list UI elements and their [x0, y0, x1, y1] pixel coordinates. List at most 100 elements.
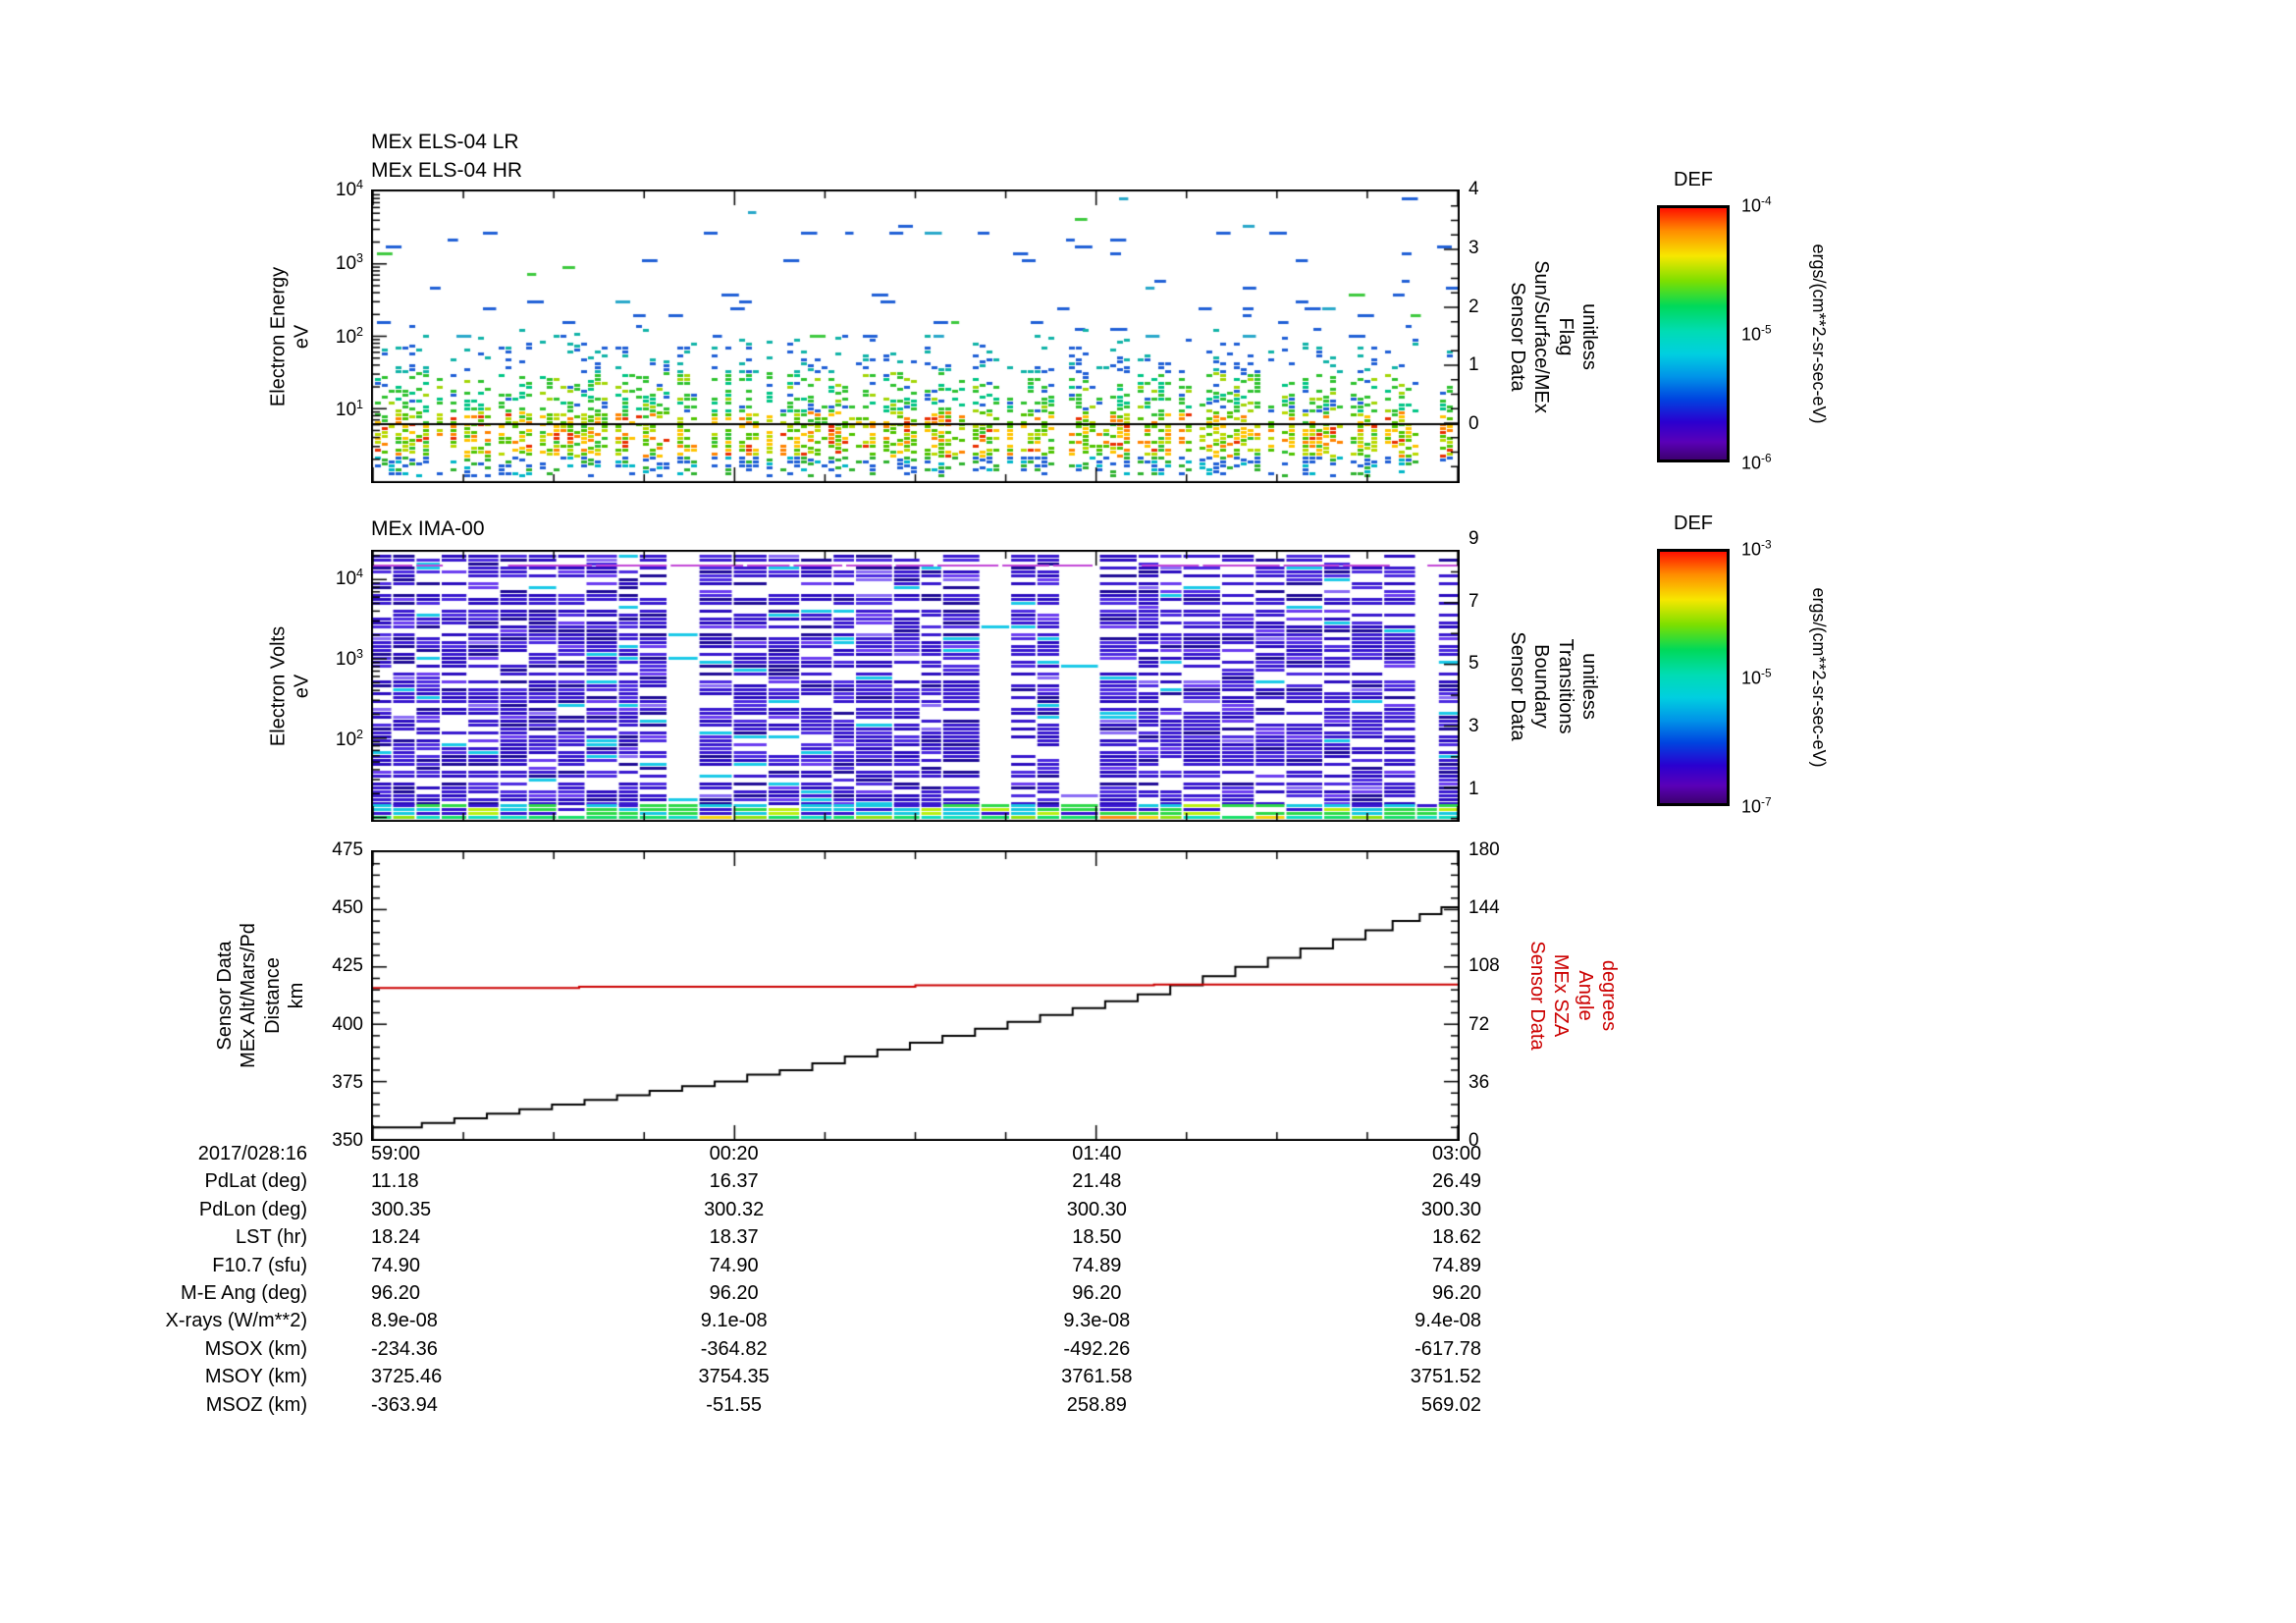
table-cell: 18.37 [709, 1226, 759, 1249]
alt-right-tick-label: 36 [1468, 1071, 1490, 1093]
alt-y-tick-label: 400 [332, 1013, 363, 1035]
colorbar-title: DEF [1674, 169, 1713, 190]
altitude-sza-plot-canvas [371, 850, 1460, 1141]
els-right-tick-label: 3 [1468, 237, 1479, 258]
ima-y-tick-label: 102 [335, 727, 363, 750]
table-row-label: MSOZ (km) [205, 1393, 307, 1416]
table-cell: -51.55 [706, 1393, 763, 1416]
table-cell: 300.30 [1066, 1198, 1127, 1220]
els-title-line-1: MEx ELS-04 LR [371, 131, 519, 153]
table-cell: 74.89 [1072, 1254, 1122, 1276]
alt-right-tick-label: 72 [1468, 1013, 1490, 1035]
ima-right-tick-label: 7 [1468, 590, 1479, 612]
table-cell: 74.89 [1431, 1254, 1481, 1276]
table-row-label: MSOY (km) [204, 1366, 307, 1388]
table-cell: 74.90 [371, 1254, 421, 1276]
table-cell: 11.18 [371, 1170, 419, 1193]
alt-right-tick-label: 180 [1468, 839, 1500, 860]
els-y-axis-label: Electron Energy eV [267, 266, 315, 406]
table-row-label: X-rays (W/m**2) [165, 1310, 307, 1332]
ima-right-axis-label: unitless Transitions Boundary Sensor Data [1505, 631, 1601, 740]
colorbar-tick-label: 10-6 [1741, 451, 1772, 473]
els-title-line-2: MEx ELS-04 HR [371, 159, 523, 182]
colorbar-gradient [1660, 552, 1727, 803]
colorbar-tick-label: 10-4 [1741, 193, 1772, 216]
alt-y-tick-label: 425 [332, 955, 363, 977]
label-line: ergs/(cm**2-sr-sec-eV) [1808, 243, 1829, 424]
table-cell: -364.82 [700, 1337, 768, 1360]
label-line: Sensor Data [1506, 630, 1528, 741]
colorbar-unit-label: ergs/(cm**2-sr-sec-eV) [1807, 243, 1829, 423]
ima-spectrogram-canvas [371, 550, 1460, 822]
label-line: Distance [262, 957, 284, 1034]
table-row-label: M-E Ang (deg) [181, 1282, 307, 1304]
label-line: MEx Alt/Mars/Pd [238, 923, 260, 1068]
label-line: unitless [1577, 652, 1600, 720]
label-line: Sun/Surface/MEx [1530, 259, 1552, 413]
label-line: km [286, 982, 308, 1009]
alt-y-axis-label: Sensor Data MEx Alt/Mars/Pd Distance km [213, 923, 309, 1068]
table-cell: 96.20 [1431, 1282, 1481, 1304]
table-cell: 300.35 [371, 1198, 432, 1220]
colorbar-tick-label: 10-3 [1741, 537, 1772, 560]
table-cell: 00:20 [709, 1143, 759, 1164]
table-cell: -363.94 [371, 1393, 438, 1416]
ima-y-tick-label: 104 [335, 566, 363, 590]
colorbar-title: DEF [1674, 513, 1713, 534]
table-cell: 3725.46 [371, 1366, 443, 1388]
els-right-axis-label: unitless Flag Sun/Surface/MEx Sensor Data [1505, 260, 1601, 413]
label-line: eV [292, 674, 313, 698]
els-right-tick-label: 1 [1468, 354, 1479, 376]
els-spectrogram-canvas [371, 189, 1460, 483]
table-cell: 258.89 [1066, 1393, 1127, 1416]
table-cell: 3754.35 [698, 1366, 770, 1388]
label-line: degrees [1597, 959, 1620, 1032]
els-right-tick-label: 0 [1468, 413, 1479, 435]
table-cell: 16.37 [709, 1170, 759, 1193]
label-line: Electron Volts [267, 625, 290, 746]
table-cell: 9.4e-08 [1415, 1310, 1481, 1332]
label-line: Sensor Data [214, 941, 237, 1051]
table-cell: 96.20 [1072, 1282, 1122, 1304]
table-row-label: 2017/028:16 [197, 1143, 307, 1164]
ima-y-tick-label: 103 [335, 646, 363, 670]
table-cell: 3751.52 [1410, 1366, 1481, 1388]
label-line: ergs/(cm**2-sr-sec-eV) [1808, 587, 1829, 768]
alt-right-tick-label: 108 [1468, 955, 1500, 977]
els-y-tick-label: 103 [335, 250, 363, 274]
label-line: Sensor Data [1506, 281, 1528, 392]
table-row-label: PdLat (deg) [204, 1170, 307, 1193]
colorbar-unit-label: ergs/(cm**2-sr-sec-eV) [1807, 587, 1829, 767]
table-cell: -234.36 [371, 1337, 438, 1360]
alt-right-tick-label: 0 [1468, 1130, 1479, 1151]
els-y-tick-label: 104 [335, 177, 363, 201]
table-cell: 26.49 [1431, 1170, 1481, 1193]
table-cell: 59:00 [371, 1143, 421, 1164]
def-colorbar [1657, 549, 1730, 806]
table-cell: 569.02 [1420, 1393, 1481, 1416]
label-line: Sensor Data [1525, 941, 1548, 1051]
table-cell: 9.1e-08 [700, 1310, 768, 1332]
table-cell: 96.20 [371, 1282, 421, 1304]
label-line: eV [292, 324, 313, 349]
table-row-label: LST (hr) [236, 1226, 307, 1249]
table-cell: 300.30 [1420, 1198, 1481, 1220]
els-y-tick-label: 102 [335, 324, 363, 348]
alt-y-tick-label: 350 [332, 1130, 363, 1151]
ima-right-tick-label: 9 [1468, 527, 1479, 549]
colorbar-tick-label: 10-5 [1741, 666, 1772, 688]
label-line: Flag [1554, 317, 1576, 355]
colorbar-tick-label: 10-5 [1741, 322, 1772, 345]
alt-y-tick-label: 475 [332, 839, 363, 860]
table-cell: 3761.58 [1061, 1366, 1133, 1388]
els-right-tick-label: 2 [1468, 296, 1479, 317]
table-cell: 18.24 [371, 1226, 421, 1249]
table-cell: 18.62 [1431, 1226, 1481, 1249]
ima-panel-title: MEx IMA-00 [371, 517, 485, 540]
els-right-tick-label: 4 [1468, 179, 1479, 199]
table-cell: 8.9e-08 [371, 1310, 438, 1332]
sza-right-axis-label: degrees Angle MEx SZA Sensor Data [1524, 941, 1621, 1050]
table-cell: -617.78 [1415, 1337, 1481, 1360]
label-line: Transitions [1554, 637, 1576, 734]
label-line: Angle [1574, 970, 1596, 1021]
